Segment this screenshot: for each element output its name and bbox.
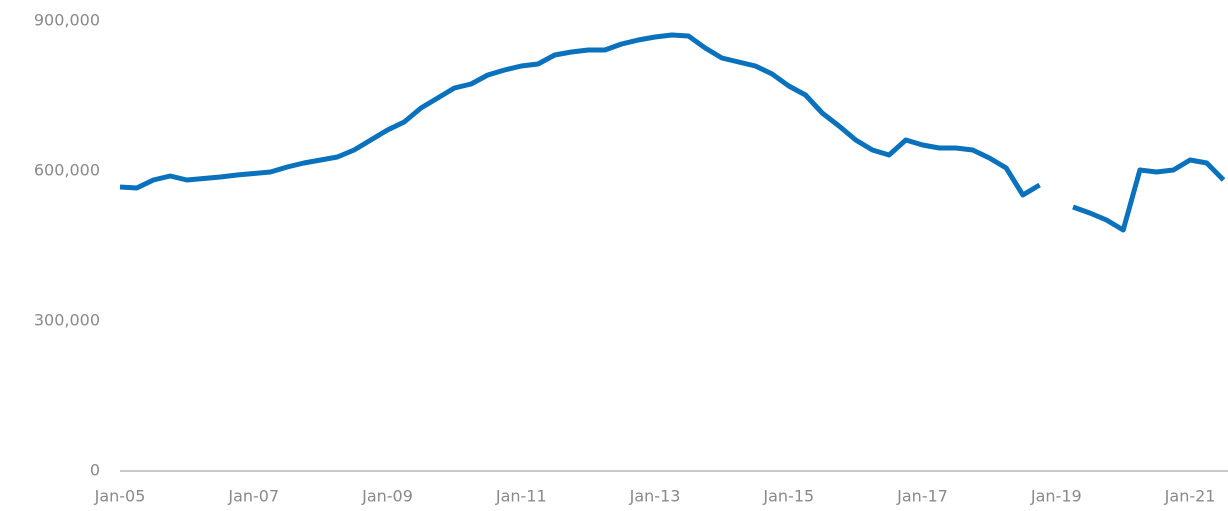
y-tick-label: 300,000: [34, 311, 100, 330]
x-tick-label: Jan-15: [762, 487, 814, 506]
x-tick-label: Jan-21: [1164, 487, 1216, 506]
x-tick-label: Jan-05: [94, 487, 146, 506]
y-tick-label: 900,000: [34, 11, 100, 30]
x-tick-label: Jan-09: [361, 487, 413, 506]
x-tick-label: Jan-11: [495, 487, 547, 506]
x-tick-label: Jan-07: [227, 487, 279, 506]
x-tick-label: Jan-13: [629, 487, 681, 506]
y-tick-label: 600,000: [34, 161, 100, 180]
y-tick-label: 0: [90, 461, 100, 480]
x-tick-label: Jan-19: [1030, 487, 1082, 506]
x-tick-label: Jan-17: [896, 487, 948, 506]
line: [119, 32, 1226, 233]
